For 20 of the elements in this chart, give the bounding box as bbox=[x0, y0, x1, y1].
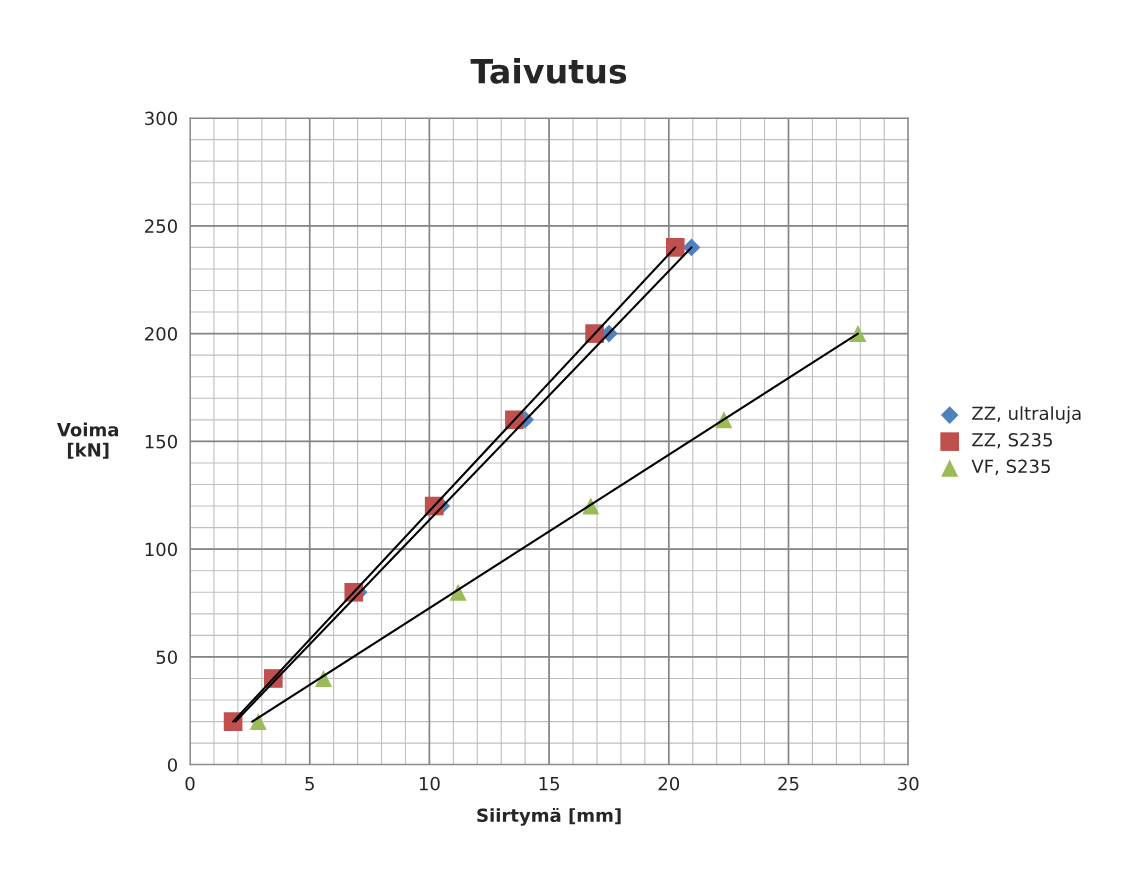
x-tick-label: 10 bbox=[419, 776, 440, 791]
x-tick-label: 25 bbox=[778, 776, 799, 791]
y-tick-label: 200 bbox=[145, 327, 177, 341]
y-tick-label: 300 bbox=[145, 111, 177, 126]
x-tick-label: 5 bbox=[305, 777, 314, 791]
legend-label: ZZ, ultraluja bbox=[972, 406, 1081, 424]
y-tick-label: 0 bbox=[167, 758, 177, 772]
y-tick-label: 50 bbox=[156, 650, 177, 665]
legend-label: VF, S235 bbox=[971, 459, 1050, 475]
y-tick-label: 250 bbox=[145, 219, 177, 233]
y-tick-label: 100 bbox=[145, 542, 177, 557]
x-tick-label: 15 bbox=[539, 777, 560, 791]
y-axis-title: Voima [kN] bbox=[56, 422, 119, 459]
x-tick-label: 30 bbox=[898, 776, 919, 791]
chart-title: Taivutus bbox=[470, 58, 627, 84]
x-tick-label: 20 bbox=[658, 776, 680, 791]
legend-label: ZZ, S235 bbox=[972, 432, 1052, 449]
x-axis-title: Siirtymä [mm] bbox=[477, 807, 621, 826]
x-tick-label: 0 bbox=[185, 776, 195, 791]
y-tick-label: 150 bbox=[145, 434, 177, 449]
